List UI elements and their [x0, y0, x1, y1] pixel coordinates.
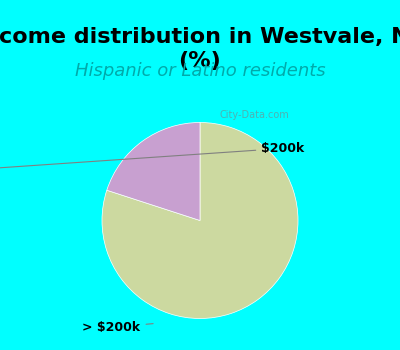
Text: City-Data.com: City-Data.com: [219, 110, 289, 120]
Text: Hispanic or Latino residents: Hispanic or Latino residents: [75, 62, 325, 80]
Text: $200k: $200k: [0, 142, 304, 220]
Text: Income distribution in Westvale, NY
(%): Income distribution in Westvale, NY (%): [0, 27, 400, 71]
Wedge shape: [102, 122, 298, 318]
Wedge shape: [107, 122, 200, 220]
Text: > $200k: > $200k: [82, 321, 153, 334]
